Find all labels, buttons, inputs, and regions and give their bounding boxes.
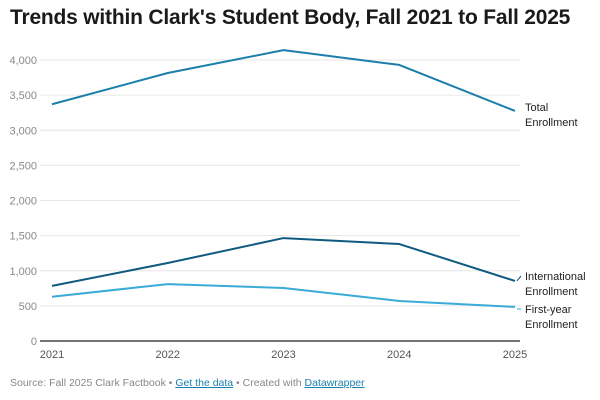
y-tick-label: 2,000 [9, 196, 37, 208]
y-tick-label: 500 [19, 301, 37, 313]
y-tick-label: 4,000 [9, 55, 37, 67]
series-label: International [525, 271, 586, 283]
created-with-text: • Created with [233, 377, 305, 389]
series-label: Total [525, 102, 548, 114]
footer: Source: Fall 2025 Clark Factbook • Get t… [10, 377, 365, 389]
x-tick-label: 2021 [40, 349, 64, 361]
chart-title: Trends within Clark's Student Body, Fall… [10, 6, 571, 29]
series-line-total-enrollment [51, 49, 516, 112]
x-tick-label: 2025 [503, 349, 527, 361]
datawrapper-link[interactable]: Datawrapper [304, 377, 365, 389]
y-tick-label: 2,500 [9, 160, 37, 172]
series-label: Enrollment [525, 319, 578, 331]
source-text: Source: Fall 2025 Clark Factbook • [10, 377, 176, 389]
y-tick-label: 0 [31, 336, 37, 348]
y-tick-label: 1,000 [9, 266, 37, 278]
y-tick-label: 3,500 [9, 90, 37, 102]
series-label: First-year [525, 304, 572, 316]
label-connector [516, 275, 522, 282]
x-tick-label: 2023 [271, 349, 295, 361]
series-line-first-year-enrollment [51, 283, 516, 308]
x-tick-label: 2024 [387, 349, 411, 361]
get-data-link[interactable]: Get the data [175, 377, 234, 389]
y-tick-label: 3,000 [9, 125, 37, 137]
series-label: Enrollment [525, 286, 578, 298]
y-tick-label: 1,500 [9, 231, 37, 243]
series-label: Enrollment [525, 117, 578, 129]
series-line-international-enrollment [51, 237, 516, 287]
x-tick-label: 2022 [156, 349, 180, 361]
